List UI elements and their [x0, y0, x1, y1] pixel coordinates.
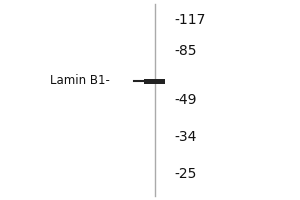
Text: -117: -117 — [174, 13, 206, 27]
Bar — [144, 78, 165, 84]
Text: -25: -25 — [174, 167, 197, 181]
Text: -85: -85 — [174, 44, 197, 58]
Text: -34: -34 — [174, 130, 197, 144]
Text: Lamin B1-: Lamin B1- — [50, 74, 114, 88]
Text: -49: -49 — [174, 93, 197, 107]
